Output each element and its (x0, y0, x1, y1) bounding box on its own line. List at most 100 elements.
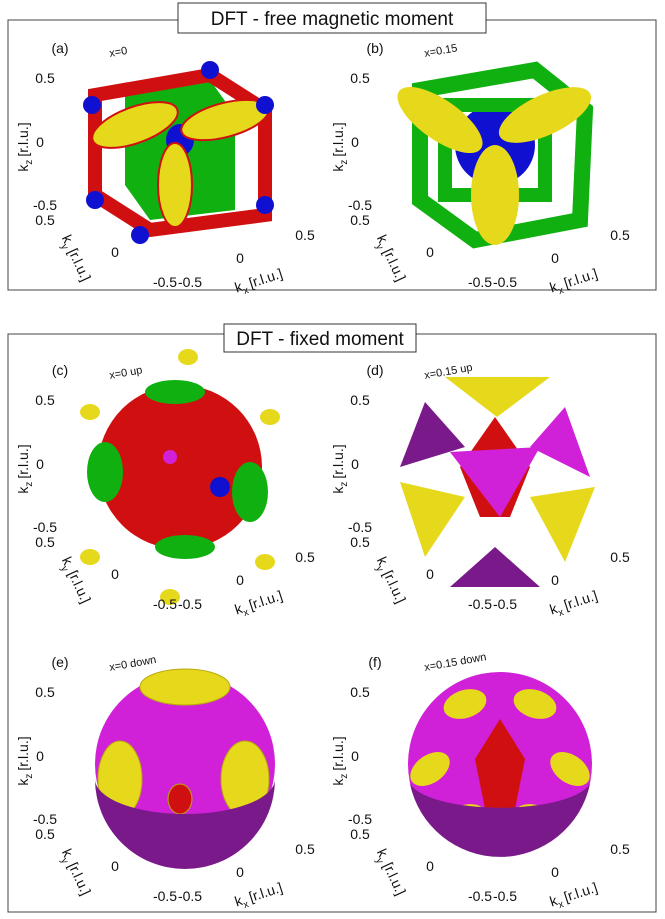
axis-symbol: k (15, 164, 31, 172)
x-tick-label: 0.5 (295, 549, 315, 565)
annotation: x=0 down (108, 654, 157, 674)
surface (256, 196, 274, 214)
surface (139, 668, 231, 706)
panel-label: (b) (366, 40, 383, 56)
section-title-box (177, 2, 487, 34)
axis-unit: [r.l.u.] (15, 122, 31, 156)
axis-unit: [r.l.u.] (562, 587, 600, 613)
axis-subscript: y (58, 564, 70, 573)
section-title-box (223, 323, 417, 353)
axis-subscript: z (339, 482, 350, 487)
axis-unit: [r.l.u.] (562, 879, 600, 905)
y-tick-label: 0.5 (35, 534, 55, 550)
surface (412, 61, 594, 249)
surface (131, 226, 149, 244)
axis-label: kz [r.l.u.] (15, 736, 35, 785)
axis-unit: [r.l.u.] (330, 736, 346, 770)
surface (232, 462, 268, 522)
x-tick-label: -0.5 (178, 596, 202, 612)
x-tick-label: 0 (236, 572, 244, 588)
axis-unit: [r.l.u.] (65, 568, 94, 606)
axis-unit: [r.l.u.] (380, 246, 409, 284)
axis-subscript: x (242, 285, 250, 297)
y-tick-label: 0 (426, 858, 434, 874)
z-tick-label: -0.5 (33, 811, 57, 827)
z-tick-label: 0 (351, 748, 359, 764)
axis-unit: [r.l.u.] (15, 736, 31, 770)
y-tick-label: 0 (426, 566, 434, 582)
z-tick-label: -0.5 (348, 519, 372, 535)
axis-label: kx[r.l.u.] (548, 879, 601, 913)
z-tick-label: 0 (36, 134, 44, 150)
surface (91, 101, 179, 149)
x-tick-label: 0.5 (295, 227, 315, 243)
z-tick-label: 0 (36, 748, 44, 764)
surface (83, 96, 101, 114)
y-tick-label: 0.5 (350, 826, 370, 842)
axis-unit: [r.l.u.] (15, 444, 31, 478)
surface (550, 751, 590, 787)
z-tick-label: 0 (36, 456, 44, 472)
x-tick-label: 0 (551, 572, 559, 588)
y-tick-label: -0.5 (468, 888, 492, 904)
axis-subscript: y (373, 242, 385, 251)
axis-label: kx[r.l.u.] (233, 879, 286, 913)
surface (157, 142, 193, 228)
axis-unit: [r.l.u.] (330, 444, 346, 478)
y-tick-label: 0.5 (350, 534, 370, 550)
z-tick-label: 0.5 (35, 684, 55, 700)
z-tick-label: 0.5 (35, 70, 55, 86)
z-tick-label: -0.5 (33, 197, 57, 213)
surface (498, 87, 592, 143)
x-tick-label: 0 (236, 864, 244, 880)
annotation: x=0 (108, 45, 128, 60)
surface (95, 779, 275, 869)
axis-subscript: z (24, 160, 35, 165)
surface (98, 385, 262, 549)
axis-subscript: z (339, 160, 350, 165)
axis-label: kx[r.l.u.] (233, 587, 286, 621)
axis-label: kz [r.l.u.] (330, 444, 350, 493)
y-tick-label: -0.5 (153, 888, 177, 904)
panel-label: (a) (51, 40, 68, 56)
axis-label: kx[r.l.u.] (548, 265, 601, 299)
axis-subscript: x (242, 899, 250, 911)
axis-symbol: k (15, 778, 31, 786)
axis-unit: [r.l.u.] (65, 860, 94, 898)
axis-label: kx[r.l.u.] (233, 265, 286, 299)
panel-label: (c) (52, 362, 68, 378)
surface (400, 402, 465, 467)
surface (178, 349, 198, 365)
x-tick-label: -0.5 (178, 888, 202, 904)
z-tick-label: 0.5 (350, 70, 370, 86)
axis-symbol: k (330, 778, 346, 786)
surface (80, 404, 100, 420)
x-tick-label: 0.5 (610, 841, 630, 857)
axis-subscript: z (24, 774, 35, 779)
axis-unit: [r.l.u.] (247, 879, 285, 905)
y-tick-label: -0.5 (153, 274, 177, 290)
panel: (a) x=00.50-0.50.50-0.5 -0.500.5kz[r.l.u.]… (15, 40, 315, 299)
z-tick-label: 0.5 (35, 392, 55, 408)
axis-label: ky[r.l.u.] (370, 846, 409, 899)
axis-label: ky[r.l.u.] (370, 232, 409, 285)
surface (87, 442, 123, 502)
axis-label: ky[r.l.u.] (55, 232, 94, 285)
surface (530, 407, 590, 477)
axis-subscript: x (557, 899, 565, 911)
axis-subscript: y (58, 242, 70, 251)
y-tick-label: 0.5 (35, 212, 55, 228)
axis-unit: [r.l.u.] (65, 246, 94, 284)
y-tick-label: -0.5 (153, 596, 177, 612)
axis-label: ky[r.l.u.] (370, 554, 409, 607)
surface (160, 589, 180, 605)
x-tick-label: -0.5 (493, 888, 517, 904)
surface (255, 554, 275, 570)
surface (256, 96, 274, 114)
axis-subscript: z (24, 482, 35, 487)
x-tick-label: 0.5 (610, 549, 630, 565)
panel: (b) x=0.150.50-0.50.50-0.5 -0.500.5kz[r.l.… (330, 40, 630, 299)
axis-unit: [r.l.u.] (330, 122, 346, 156)
